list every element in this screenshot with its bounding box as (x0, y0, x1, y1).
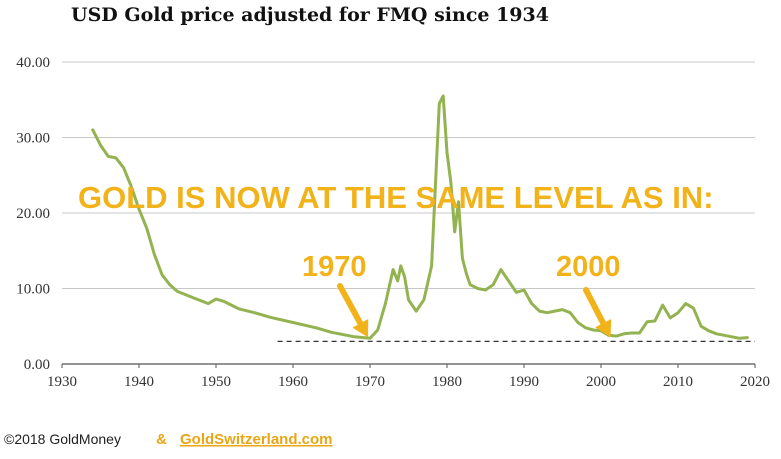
x-tick-label: 1970 (355, 374, 385, 390)
series-line (91, 94, 749, 340)
x-tick-label: 2010 (663, 374, 693, 390)
label-2000: 2000 (556, 251, 621, 283)
y-tick-label: 20.00 (16, 206, 50, 222)
footer-link[interactable]: GoldSwitzerland.com (180, 431, 333, 448)
arrow-shaft (337, 283, 364, 327)
arrow-head (352, 318, 369, 338)
x-tick-label: 1940 (124, 374, 154, 390)
grid (62, 61, 755, 365)
arrow-shaft (583, 287, 607, 327)
y-tick-label: 10.00 (16, 282, 50, 298)
label-1970: 1970 (302, 251, 367, 283)
chart-title: USD Gold price adjusted for FMQ since 19… (71, 4, 549, 26)
footer-ampersand: & (156, 431, 167, 448)
y-tick-label: 40.00 (16, 55, 50, 71)
x-tick-label: 1960 (278, 374, 308, 390)
y-tick-label: 0.00 (24, 357, 50, 373)
x-tick-label: 2000 (586, 374, 616, 390)
headline-annotation: GOLD IS NOW AT THE SAME LEVEL AS IN: (78, 180, 714, 215)
arrow-head (595, 319, 612, 338)
x-tick-label: 1990 (509, 374, 539, 390)
series-group (91, 94, 749, 340)
x-tick-label: 1930 (47, 374, 77, 390)
annotations: GOLD IS NOW AT THE SAME LEVEL AS IN: 197… (78, 180, 714, 338)
x-tick-label: 1980 (432, 374, 462, 390)
x-tick-label: 1950 (201, 374, 231, 390)
x-axis: 1930 1940 1950 1960 1970 1980 1990 2000 2010 2020 (47, 364, 770, 390)
y-tick-label: 30.00 (16, 131, 50, 147)
x-tick-label: 2020 (740, 374, 770, 390)
footer-copyright: ©2018 GoldMoney (4, 431, 121, 447)
y-axis: 0.00 10.00 20.00 30.00 40.00 (16, 55, 50, 373)
footer: ©2018 GoldMoney & GoldSwitzerland.com (4, 431, 333, 448)
